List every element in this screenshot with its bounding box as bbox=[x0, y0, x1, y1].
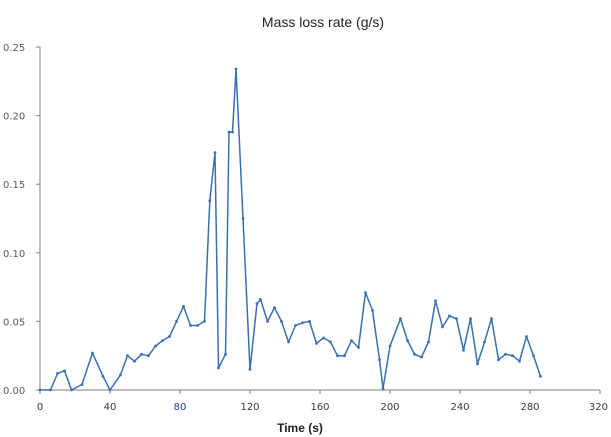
data-point bbox=[357, 346, 360, 349]
data-point bbox=[388, 344, 392, 348]
data-point bbox=[259, 298, 262, 301]
data-point bbox=[287, 340, 290, 344]
x-tick-label: 200 bbox=[380, 402, 399, 413]
data-point bbox=[140, 352, 143, 356]
data-point bbox=[147, 354, 150, 358]
data-point bbox=[231, 130, 234, 134]
x-tick-label: 240 bbox=[450, 402, 469, 413]
data-point bbox=[224, 352, 227, 356]
data-point bbox=[420, 355, 423, 359]
x-axis-label: Time (s) bbox=[277, 421, 323, 435]
data-point bbox=[504, 352, 507, 356]
data-point bbox=[63, 369, 66, 373]
data-point bbox=[476, 362, 479, 366]
data-point bbox=[266, 320, 269, 323]
data-point bbox=[350, 339, 353, 342]
chart-title: Mass loss rate (g/s) bbox=[262, 14, 384, 30]
data-point bbox=[511, 354, 514, 358]
x-tick-label: 80 bbox=[174, 402, 187, 413]
data-point bbox=[469, 317, 472, 321]
data-point bbox=[70, 388, 73, 392]
x-tick-label: 120 bbox=[240, 402, 259, 413]
data-point bbox=[227, 130, 231, 134]
data-point bbox=[196, 324, 199, 327]
data-point bbox=[448, 314, 451, 318]
data-point bbox=[406, 339, 409, 342]
x-tick-label: 0 bbox=[37, 402, 43, 413]
series-line bbox=[40, 68, 542, 391]
data-point bbox=[208, 199, 212, 203]
data-point bbox=[175, 320, 178, 323]
x-tick-label: 160 bbox=[310, 402, 329, 413]
y-tick-label: 0.05 bbox=[3, 317, 25, 328]
data-point bbox=[161, 339, 164, 342]
data-point bbox=[301, 321, 304, 325]
data-point bbox=[343, 354, 346, 358]
data-point bbox=[56, 372, 59, 375]
data-point bbox=[539, 374, 542, 378]
data-point bbox=[108, 388, 112, 392]
y-tick-label: 0.10 bbox=[3, 249, 25, 260]
data-point bbox=[189, 324, 192, 327]
data-point bbox=[273, 306, 276, 310]
data-point bbox=[234, 67, 238, 71]
data-point bbox=[483, 340, 486, 344]
data-point bbox=[378, 358, 381, 362]
data-point bbox=[518, 359, 521, 363]
data-point bbox=[294, 324, 297, 327]
data-point bbox=[381, 387, 385, 390]
x-tick-label: 280 bbox=[520, 402, 539, 413]
data-point bbox=[455, 317, 458, 321]
data-point bbox=[280, 320, 283, 323]
x-tick-label: 320 bbox=[589, 402, 608, 413]
y-tick-label: 0.25 bbox=[3, 43, 25, 54]
data-point bbox=[490, 317, 493, 321]
ticks: 0.00 0.05 0.10 0.15 0.20 0.25 0 40 80 120 160 200 24… bbox=[3, 43, 608, 413]
data-point bbox=[241, 217, 245, 220]
data-point bbox=[133, 359, 136, 363]
data-point bbox=[413, 352, 416, 356]
data-point bbox=[434, 299, 437, 303]
data-point bbox=[168, 335, 171, 338]
data-point bbox=[217, 366, 220, 370]
y-tick-label: 0.20 bbox=[3, 112, 25, 123]
data-point bbox=[427, 340, 430, 344]
data-point bbox=[248, 368, 252, 371]
data-point bbox=[38, 388, 42, 392]
data-point bbox=[203, 320, 206, 323]
data-series bbox=[38, 67, 542, 392]
data-point bbox=[119, 373, 122, 377]
data-point bbox=[336, 354, 339, 358]
data-point bbox=[322, 336, 325, 340]
data-point bbox=[399, 317, 402, 321]
data-point bbox=[255, 302, 259, 305]
data-point bbox=[532, 354, 535, 358]
y-tick-label: 0.00 bbox=[3, 386, 25, 397]
data-point bbox=[154, 344, 157, 348]
data-point bbox=[462, 348, 465, 352]
data-point bbox=[308, 320, 311, 323]
data-point bbox=[213, 151, 217, 155]
axes bbox=[39, 47, 600, 391]
data-point bbox=[497, 358, 500, 362]
data-point bbox=[80, 383, 84, 386]
data-point bbox=[441, 325, 444, 329]
y-tick-label: 0.15 bbox=[3, 180, 25, 191]
data-point bbox=[525, 335, 528, 338]
x-tick-label: 40 bbox=[104, 402, 117, 413]
data-point bbox=[371, 309, 374, 312]
data-point bbox=[126, 354, 129, 358]
data-point bbox=[329, 340, 332, 344]
data-point bbox=[101, 374, 105, 378]
data-point bbox=[364, 291, 367, 294]
data-point bbox=[182, 304, 185, 308]
data-point bbox=[315, 342, 318, 345]
data-point bbox=[49, 388, 52, 392]
data-point bbox=[91, 351, 94, 355]
